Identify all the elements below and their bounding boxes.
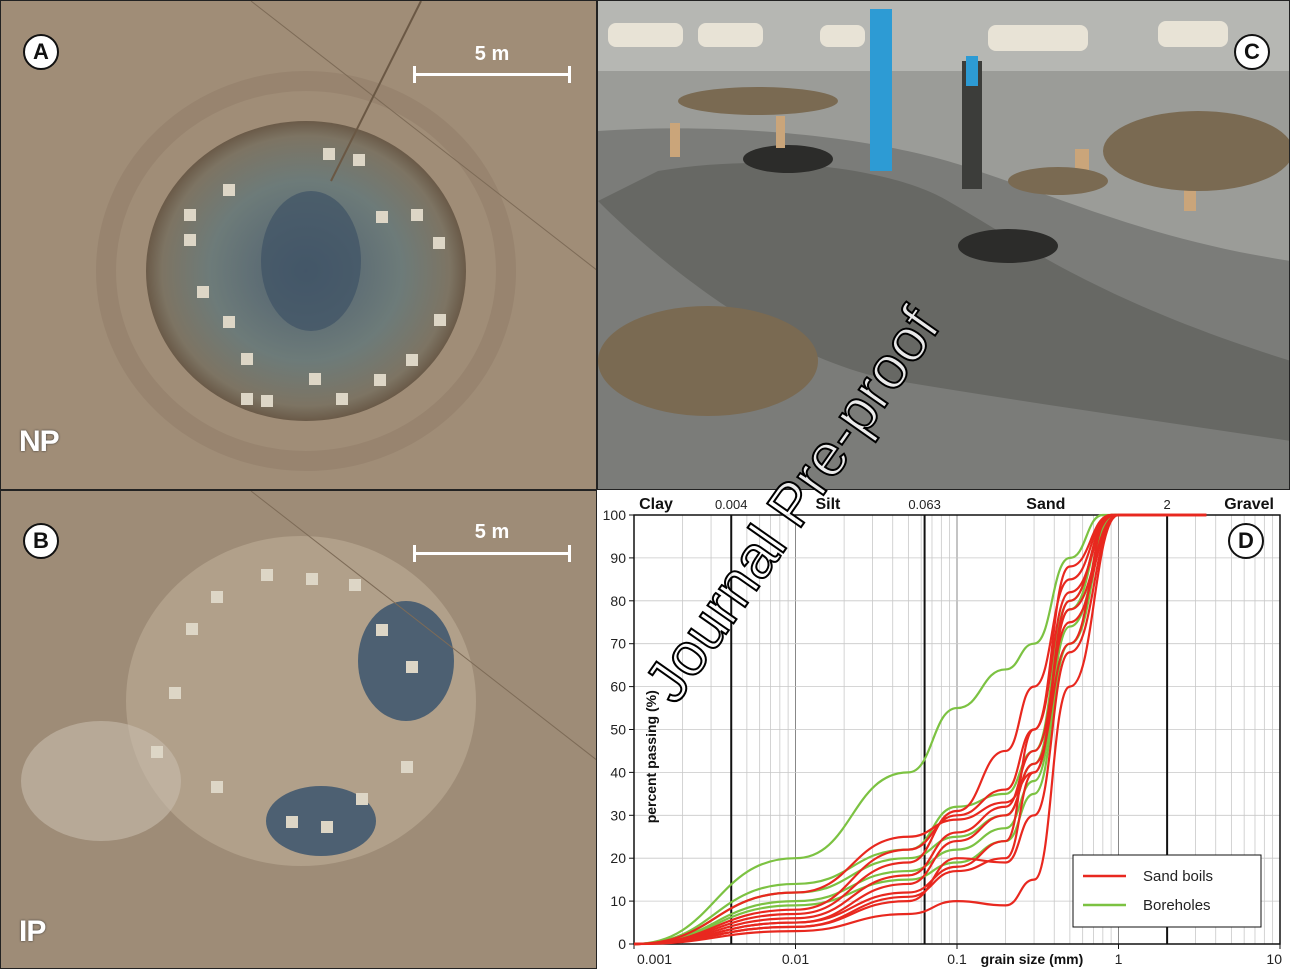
grain-size-chart: 0.004 0.063 2 Clay Silt Sand Gravel 0 10 20 30 40 50… [603, 496, 1283, 967]
y-axis-label: percent passing (%) [643, 690, 659, 823]
grain-class-label: Clay [639, 496, 673, 513]
aerial-photo-np [1, 1, 596, 489]
scale-label: 5 m [474, 521, 510, 543]
grain-class-label: Gravel [1224, 496, 1274, 513]
y-tick-label: 90 [610, 550, 626, 566]
y-tick-label: 70 [610, 636, 626, 652]
x-tick-label: 0.001 [637, 951, 672, 967]
series-line-sand-boils [633, 513, 1207, 946]
y-tick-label: 100 [603, 507, 627, 523]
panel-badge-b: B [23, 523, 59, 559]
class-boundary-label: 2 [1163, 497, 1170, 512]
x-tick-label: 1 [1115, 951, 1123, 967]
scale-bar [413, 66, 571, 83]
y-tick-label: 30 [610, 807, 626, 823]
scale-label: 5 m [474, 43, 510, 65]
legend-label: Sand boils [1143, 868, 1213, 885]
grain-class-label: Sand [1026, 496, 1065, 513]
panel-d-grain-size-chart: 0.004 0.063 2 Clay Silt Sand Gravel 0 10 20 30 40 50… [597, 490, 1290, 969]
panel-b-aerial-photo: B 5 m IP [0, 490, 597, 969]
field-photo-sand-boils [598, 1, 1289, 489]
series-line-sand-boils [633, 513, 1207, 946]
y-tick-label: 50 [610, 722, 626, 738]
x-tick-label: 0.1 [947, 951, 967, 967]
series-line-sand-boils [633, 513, 1207, 946]
legend-label: Boreholes [1143, 897, 1211, 914]
scale-bar [413, 545, 571, 562]
y-tick-label: 20 [610, 850, 626, 866]
series-line-sand-boils [633, 513, 1207, 946]
panel-badge-c: C [1234, 34, 1270, 70]
x-tick-label: 0.01 [782, 951, 809, 967]
panel-badge-a: A [23, 34, 59, 70]
series-line-boreholes [633, 513, 1119, 946]
y-tick-label: 0 [618, 936, 626, 952]
legend-box [1072, 854, 1262, 928]
y-tick-label: 80 [610, 593, 626, 609]
panel-a-aerial-photo: A 5 m NP [0, 0, 597, 490]
panel-c-field-photo: C [597, 0, 1290, 490]
ip-label: IP [19, 915, 46, 948]
class-boundary-label: 0.063 [908, 497, 941, 512]
class-boundary-label: 0.004 [715, 497, 748, 512]
y-tick-label: 60 [610, 679, 626, 695]
y-tick-label: 40 [610, 764, 626, 780]
series-line-sand-boils [633, 513, 1207, 946]
np-label: NP [19, 425, 60, 458]
x-axis-label: grain size (mm) [981, 951, 1084, 967]
panel-badge-d: D [1228, 523, 1264, 559]
x-tick-label: 10 [1266, 951, 1282, 967]
aerial-photo-ip [1, 491, 596, 968]
grain-class-label: Silt [815, 496, 841, 513]
y-tick-label: 10 [610, 893, 626, 909]
series-line-sand-boils [633, 513, 1207, 946]
